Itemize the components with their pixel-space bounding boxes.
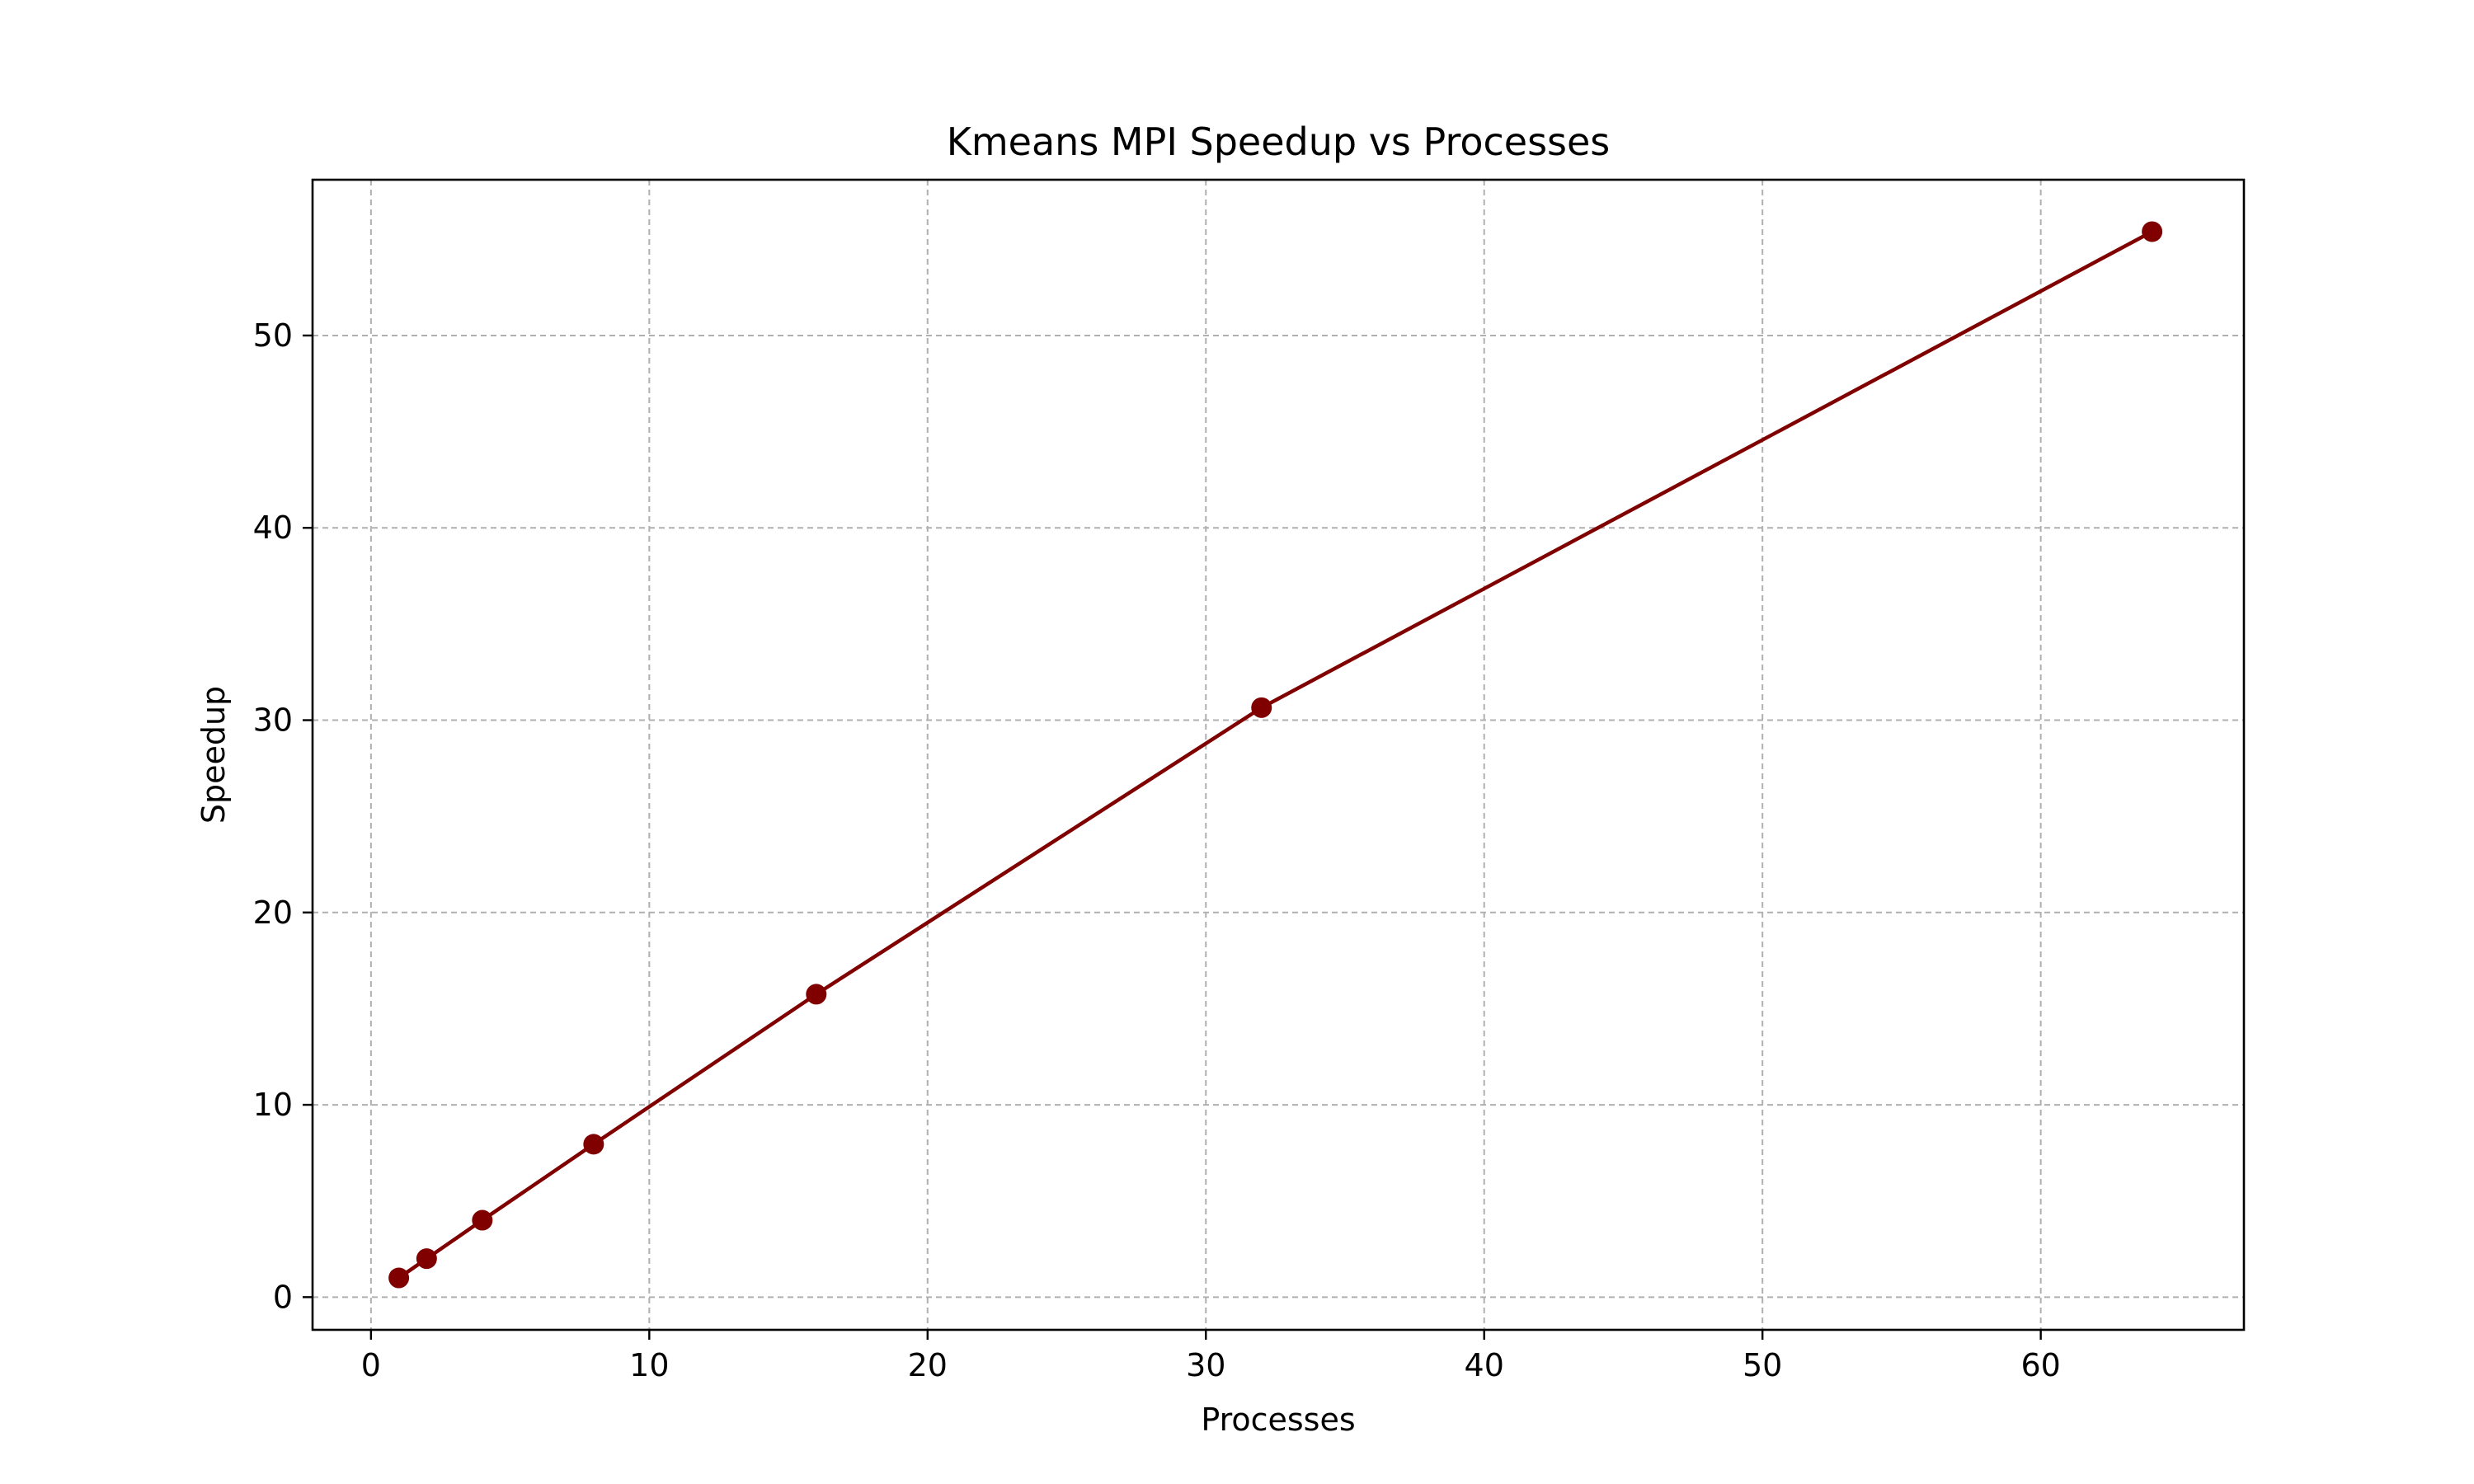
data-point <box>1251 697 1272 718</box>
data-point <box>806 984 827 1005</box>
data-point <box>472 1209 493 1231</box>
x-tick-label: 60 <box>2020 1347 2060 1383</box>
y-tick-label: 40 <box>253 510 293 546</box>
plot-frame <box>311 178 2246 1331</box>
data-point <box>388 1267 410 1289</box>
y-tick-label: 0 <box>273 1279 293 1315</box>
y-tick-label: 30 <box>253 702 293 739</box>
x-axis-label: Processes <box>1201 1402 1355 1438</box>
y-tick-label: 20 <box>253 895 293 931</box>
data-point <box>2142 221 2163 242</box>
x-tick-label: 10 <box>629 1347 669 1383</box>
series-layer <box>388 221 2163 1289</box>
data-point <box>583 1134 604 1155</box>
chart-title: Kmeans MPI Speedup vs Processes <box>947 120 1611 164</box>
x-tick-label: 40 <box>1465 1347 1504 1383</box>
x-tick-label: 20 <box>908 1347 948 1383</box>
x-tick-label: 30 <box>1186 1347 1225 1383</box>
x-tick-label: 0 <box>361 1347 381 1383</box>
series-line <box>397 230 2153 1280</box>
y-axis-label: Speedup <box>195 686 232 824</box>
grid <box>313 180 2244 1330</box>
data-point <box>416 1248 437 1270</box>
y-tick-label: 10 <box>253 1087 293 1123</box>
x-tick-label: 50 <box>1743 1347 1782 1383</box>
y-tick-label: 50 <box>253 317 293 354</box>
axis-ticks: 0 10 20 30 40 50 60 0 10 20 30 40 50 <box>253 317 2061 1383</box>
